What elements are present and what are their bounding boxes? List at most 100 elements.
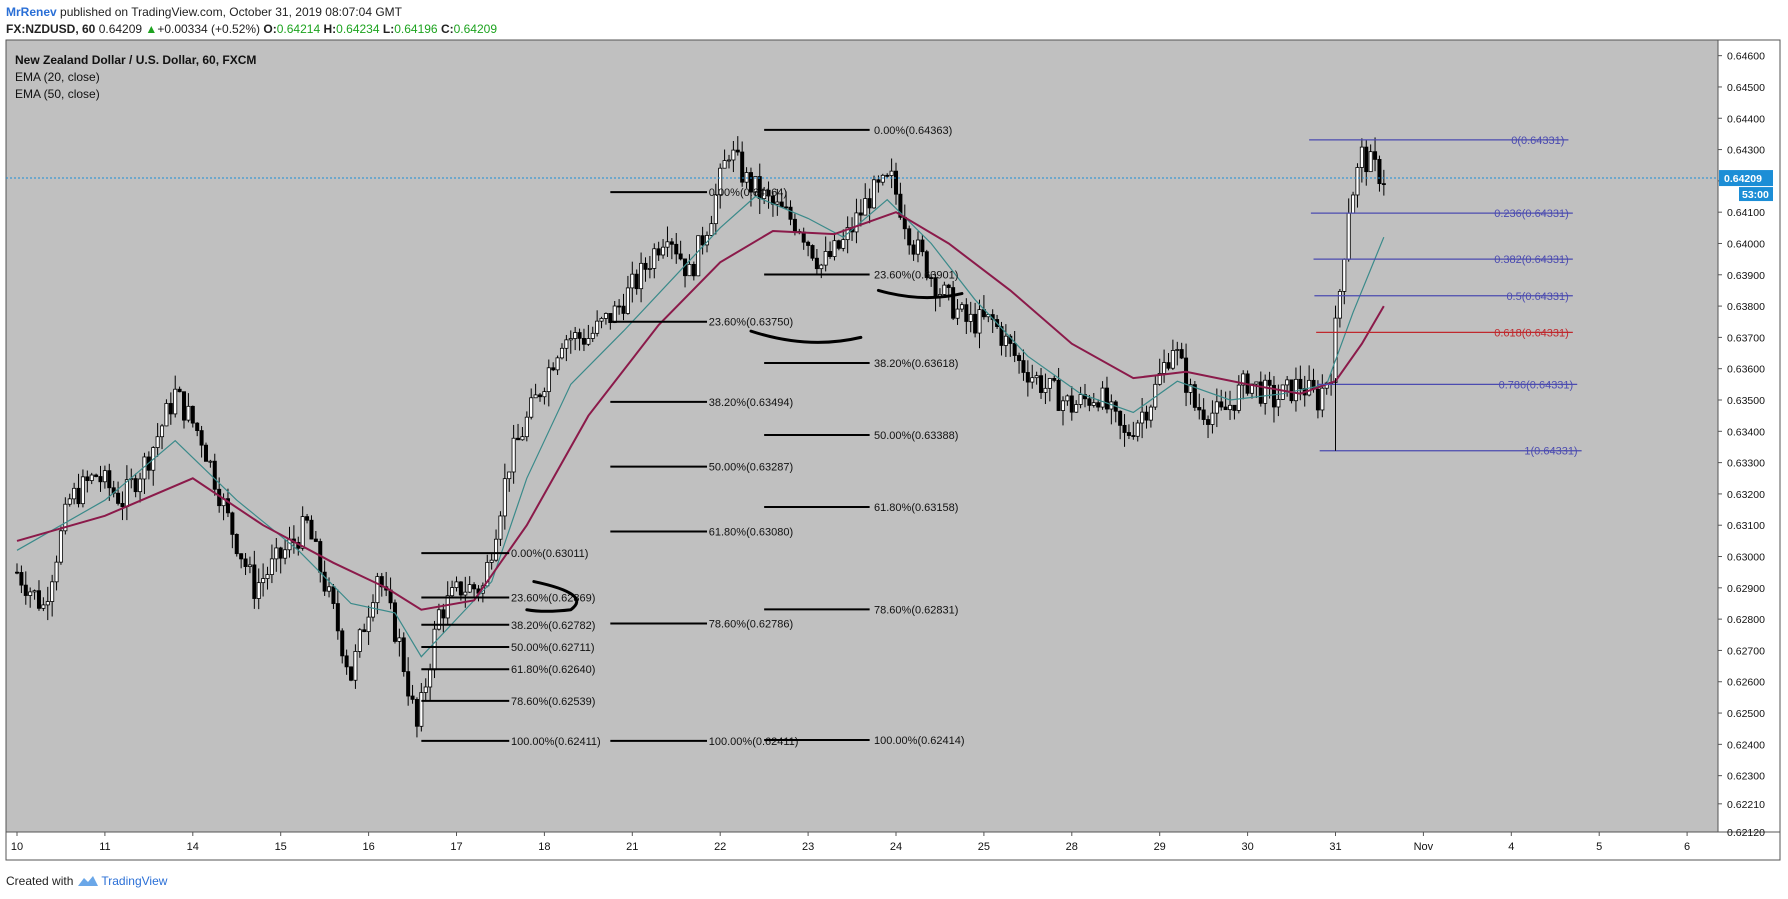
y-tick-label: 0.63300 xyxy=(1727,458,1765,470)
candle-body xyxy=(256,582,261,599)
current-price-badge xyxy=(1719,170,1773,187)
ema50-legend[interactable]: EMA (50, close) xyxy=(15,87,100,101)
candle-body xyxy=(647,268,652,270)
fib-level-label: 0.00%(0.64363) xyxy=(874,125,952,137)
candle-body xyxy=(700,235,705,246)
candle-body xyxy=(265,574,270,579)
candle-body xyxy=(876,179,881,183)
candle-body xyxy=(1241,373,1246,386)
last-price: 0.64209 xyxy=(98,22,143,36)
candle-body xyxy=(1232,404,1237,411)
open-label: O: xyxy=(263,22,277,36)
candle-body xyxy=(362,629,367,633)
candle-body xyxy=(1144,411,1149,421)
fib-level-label: 38.20%(0.63494) xyxy=(709,397,793,409)
candle-body xyxy=(516,437,521,441)
candle-body xyxy=(731,149,736,161)
candle-body xyxy=(538,394,543,398)
candle-body xyxy=(72,487,77,500)
fib-right-label: 0.382(0.64331) xyxy=(1494,254,1569,266)
candle-body xyxy=(1131,435,1136,437)
candle-body xyxy=(1082,394,1087,400)
fib-right-label: 0(0.64331) xyxy=(1511,135,1564,147)
candle-body xyxy=(283,549,288,559)
candle-body xyxy=(436,609,441,630)
candle-body xyxy=(138,478,143,493)
candle-body xyxy=(472,584,477,590)
candle-body xyxy=(1043,387,1048,393)
candle-body xyxy=(1012,343,1017,356)
candle-body xyxy=(58,530,63,563)
candle-body xyxy=(1140,411,1145,424)
candle-body xyxy=(999,326,1004,346)
candle-body xyxy=(168,403,173,415)
price-change: +0.00334 (+0.52%) xyxy=(157,22,261,36)
candle-body xyxy=(841,239,846,249)
candle-body xyxy=(718,167,723,196)
fib-right-label: 0.786(0.64331) xyxy=(1499,379,1574,391)
candle-body xyxy=(366,616,371,633)
candle-body xyxy=(524,416,529,438)
author-link[interactable]: MrRenev xyxy=(6,5,57,19)
fib-level-label: 61.80%(0.62640) xyxy=(511,664,595,676)
candle-body xyxy=(1074,404,1079,413)
x-tick-label: 21 xyxy=(626,841,638,853)
candle-body xyxy=(1263,379,1268,404)
candle-body xyxy=(28,591,33,596)
y-tick-label: 0.63200 xyxy=(1727,489,1765,501)
candle-body xyxy=(832,240,837,257)
candle-body xyxy=(1236,384,1241,411)
candle-body xyxy=(1228,404,1233,411)
candle-body xyxy=(915,239,920,255)
candle-body xyxy=(331,586,336,604)
candle-body xyxy=(300,516,305,549)
candle-body xyxy=(973,313,978,334)
candle-body xyxy=(401,637,406,673)
candle-body xyxy=(678,253,683,260)
candle-body xyxy=(133,478,138,493)
candle-body xyxy=(696,235,701,277)
candle-body xyxy=(880,174,885,183)
candle-body xyxy=(1223,406,1228,411)
candle-body xyxy=(1289,379,1294,402)
candle-body xyxy=(397,637,402,642)
candle-body xyxy=(964,304,969,322)
candle-body xyxy=(212,460,217,490)
candle-body xyxy=(814,257,819,270)
candle-body xyxy=(907,228,912,246)
candle-body xyxy=(854,212,859,233)
candle-body xyxy=(520,436,525,441)
publish-line: MrRenev published on TradingView.com, Oc… xyxy=(6,5,402,19)
y-tick-label: 0.62900 xyxy=(1727,583,1765,595)
fib-level-label: 78.60%(0.62539) xyxy=(511,696,595,708)
candle-body xyxy=(414,698,419,727)
candle-body xyxy=(164,403,169,427)
candle-body xyxy=(722,160,727,169)
candle-body xyxy=(924,251,929,278)
candle-body xyxy=(1047,378,1052,389)
fib-level-label: 100.00%(0.62411) xyxy=(709,736,799,748)
fib-level-label: 61.80%(0.63080) xyxy=(709,526,793,538)
candle-body xyxy=(1271,384,1276,408)
candle-body xyxy=(432,628,437,671)
ema20-legend[interactable]: EMA (20, close) xyxy=(15,70,100,84)
candle-body xyxy=(102,470,107,483)
tradingview-link[interactable]: TradingView xyxy=(101,874,168,888)
fib-level-label: 50.00%(0.63388) xyxy=(874,430,958,442)
candle-body xyxy=(951,287,956,319)
high-value: 0.64234 xyxy=(336,22,380,36)
candle-body xyxy=(894,170,899,195)
candle-body xyxy=(511,437,516,473)
candle-body xyxy=(775,201,780,205)
candles xyxy=(14,136,1386,738)
candle-body xyxy=(959,304,964,310)
candle-body xyxy=(120,503,125,508)
candle-body xyxy=(1206,419,1211,425)
candle-body xyxy=(977,309,982,334)
y-tick-label: 0.64500 xyxy=(1727,82,1765,94)
y-tick-label: 0.64600 xyxy=(1727,51,1765,63)
x-tick-label: 11 xyxy=(99,841,110,853)
candle-body xyxy=(190,405,195,424)
candle-body xyxy=(1197,407,1202,411)
